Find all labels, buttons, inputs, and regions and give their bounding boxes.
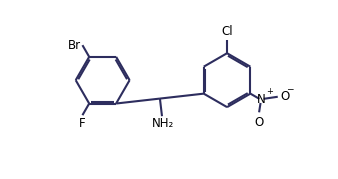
Text: Br: Br <box>68 39 81 52</box>
Text: F: F <box>79 117 86 130</box>
Text: O: O <box>281 90 290 103</box>
Text: O: O <box>255 117 264 129</box>
Text: NH₂: NH₂ <box>152 117 174 130</box>
Text: N: N <box>257 93 266 106</box>
Text: +: + <box>266 87 273 96</box>
Text: −: − <box>287 84 294 93</box>
Text: Cl: Cl <box>221 25 233 38</box>
